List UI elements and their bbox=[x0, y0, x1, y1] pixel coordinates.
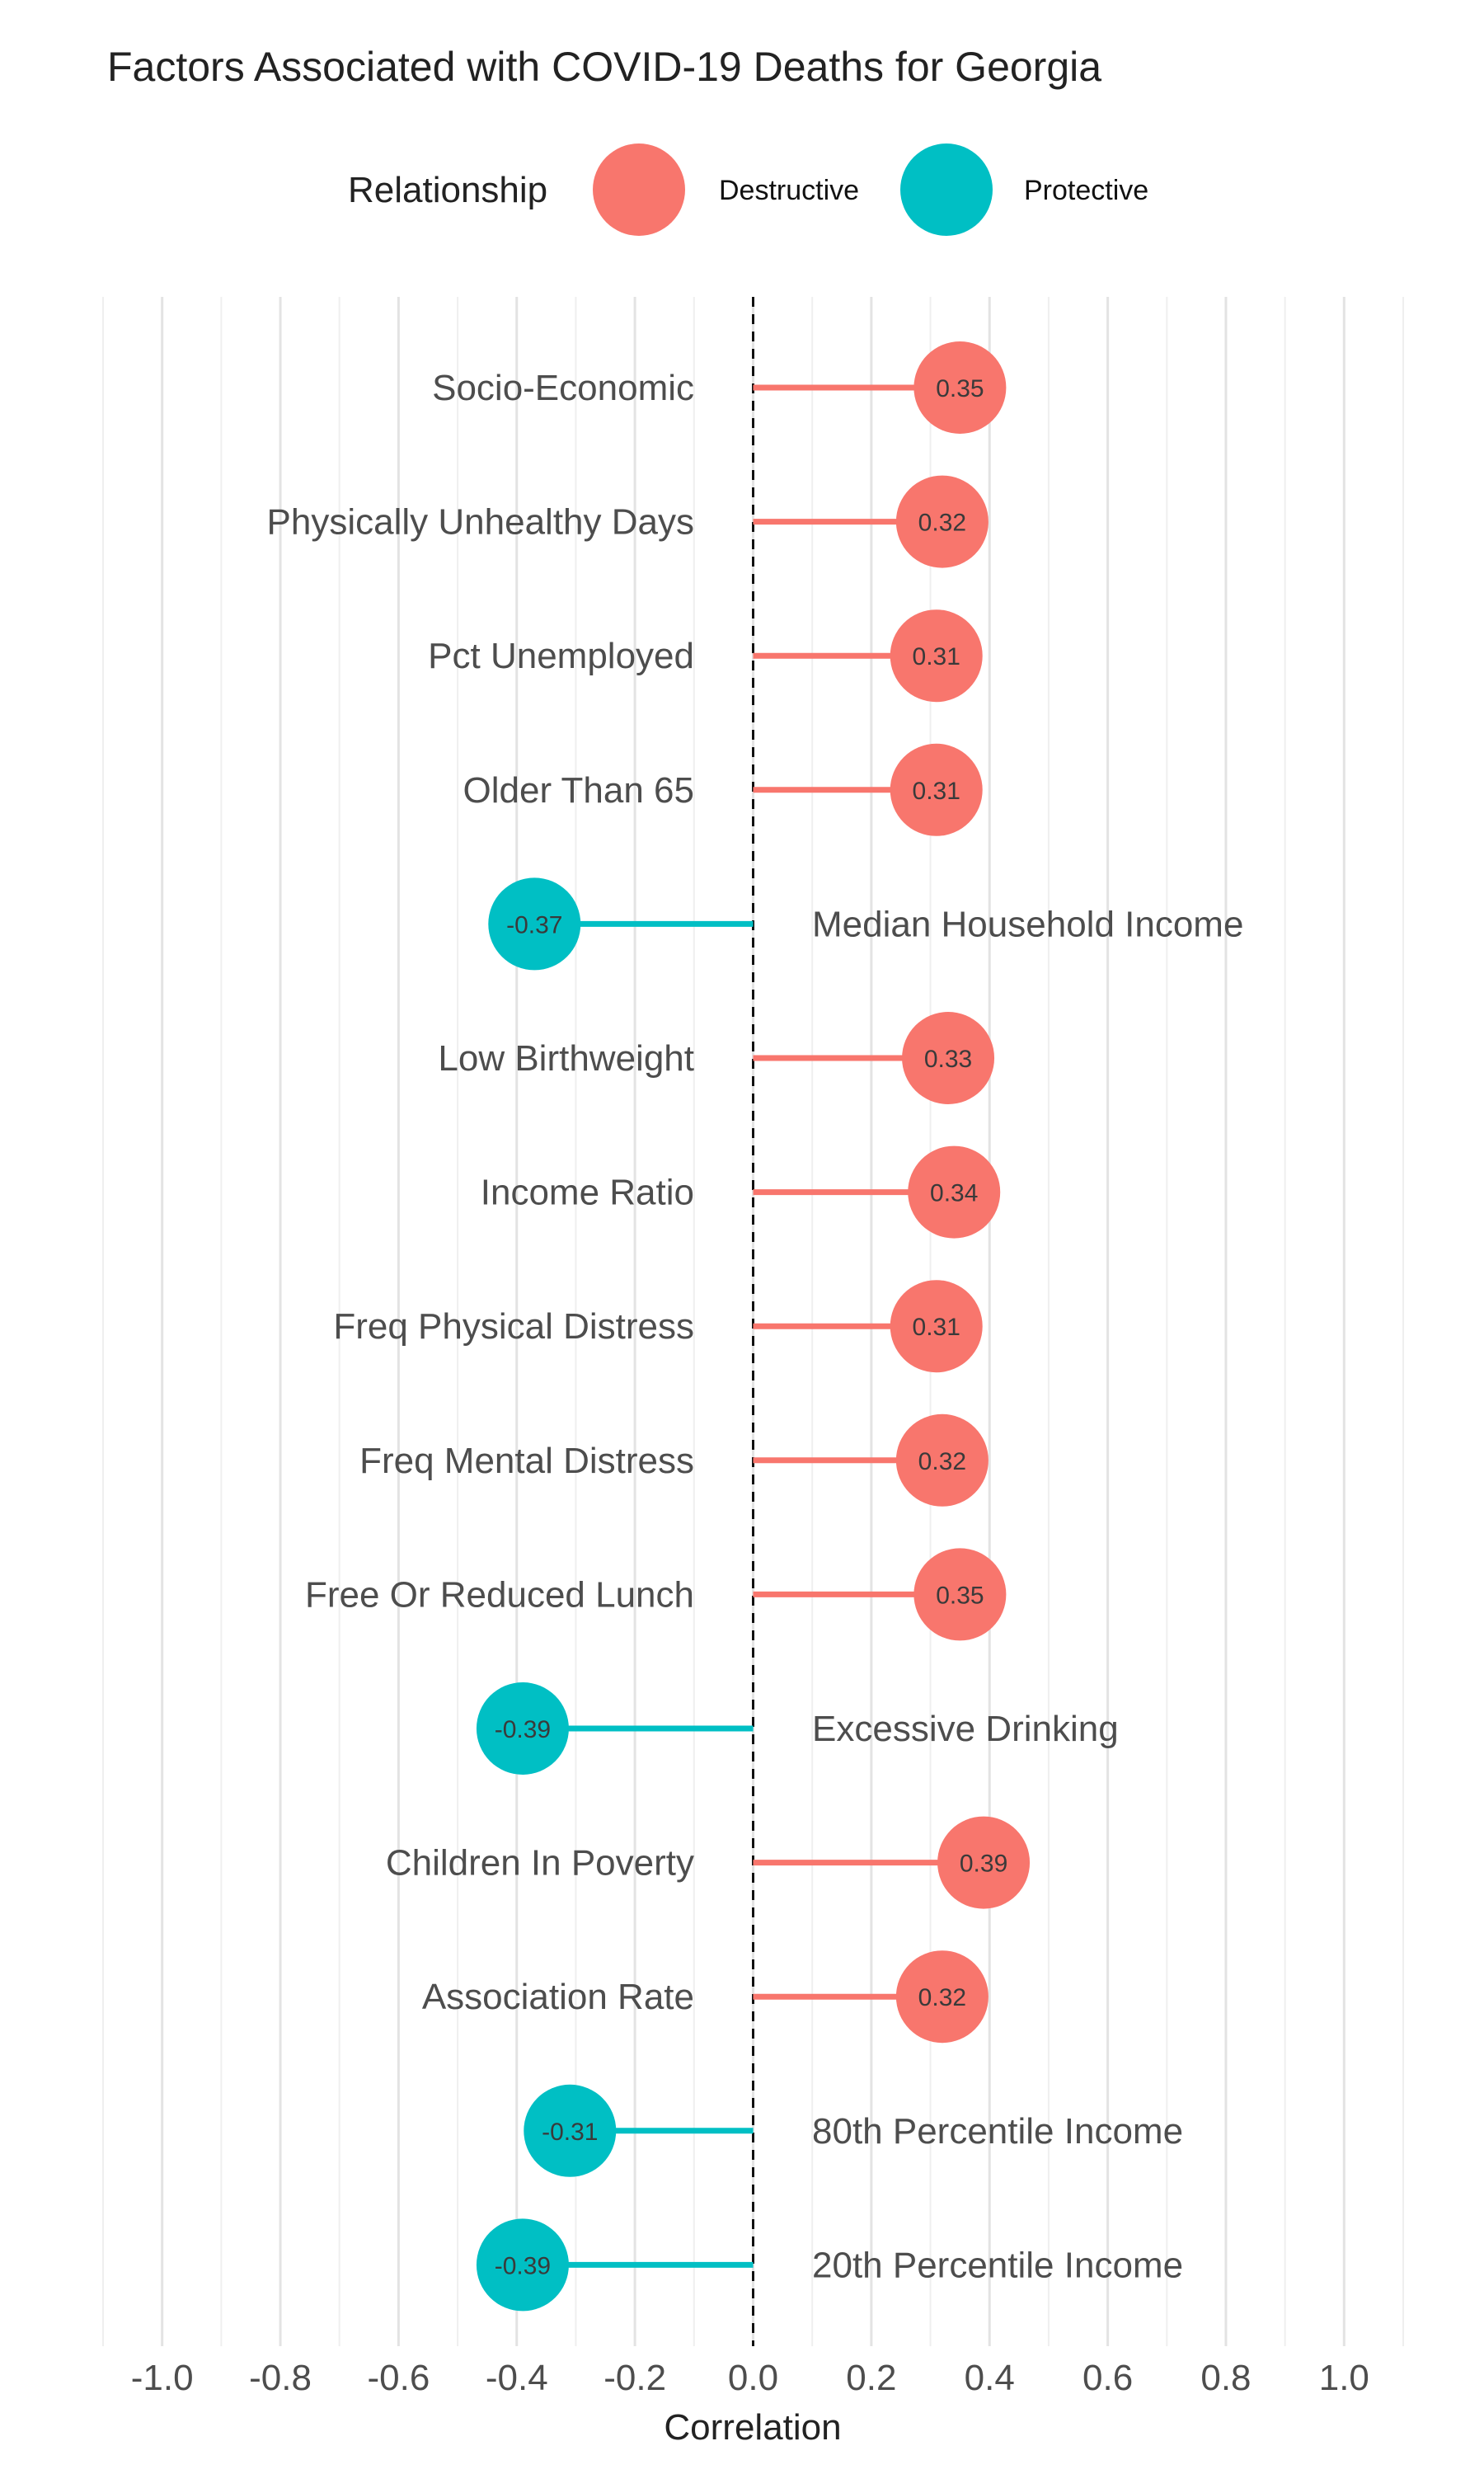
lollipop-marks: 0.35 0.32 0.31 0.31 -0.37 0.33 0.34 0.31 0.32 0.3… bbox=[476, 341, 1031, 2312]
point-80th-percentile-income bbox=[524, 2084, 617, 2177]
x-tick-label: 0.2 bbox=[846, 2358, 896, 2398]
category-labels: Socio-Economic Physically Unhealthy Days P… bbox=[267, 368, 1244, 2285]
x-tick-label: -1.0 bbox=[131, 2358, 194, 2398]
x-tick-label: 1.0 bbox=[1319, 2358, 1369, 2398]
x-tick-label: -0.6 bbox=[367, 2358, 430, 2398]
point-association-rate bbox=[895, 1950, 989, 2044]
legend-title: Relationship bbox=[348, 170, 547, 210]
category-label-children-in-poverty: Children In Poverty bbox=[386, 1843, 694, 1884]
x-tick-label: 0.0 bbox=[728, 2358, 778, 2398]
x-tick-label: -0.8 bbox=[249, 2358, 312, 2398]
category-label-20th-percentile-income: 20th Percentile Income bbox=[812, 2245, 1183, 2285]
value-label-socio-economic: 0.35 bbox=[936, 375, 984, 402]
legend-label-destructive: Destructive bbox=[719, 175, 859, 206]
x-tick-label: 0.4 bbox=[965, 2358, 1015, 2398]
x-tick-label: -0.2 bbox=[603, 2358, 666, 2398]
point-income-ratio bbox=[908, 1145, 1001, 1239]
legend-key-protective bbox=[900, 143, 993, 236]
value-label-income-ratio: 0.34 bbox=[930, 1180, 978, 1207]
point-low-birthweight bbox=[902, 1012, 995, 1104]
value-label-pct-unemployed: 0.31 bbox=[913, 643, 960, 670]
category-label-physically-unhealthy-days: Physically Unhealthy Days bbox=[267, 502, 694, 543]
value-label-excessive-drinking: -0.39 bbox=[495, 1716, 551, 1743]
value-label-physically-unhealthy-days: 0.32 bbox=[918, 510, 966, 537]
value-label-80th-percentile-income: -0.31 bbox=[542, 2119, 598, 2146]
category-label-median-household-income: Median Household Income bbox=[812, 904, 1243, 944]
value-label-older-than-65: 0.31 bbox=[913, 778, 960, 805]
point-excessive-drinking bbox=[476, 1682, 569, 1775]
chart-title: Factors Associated with COVID-19 Deaths … bbox=[107, 44, 1101, 90]
point-physically-unhealthy-days bbox=[895, 475, 989, 568]
point-freq-physical-distress bbox=[890, 1280, 983, 1373]
category-label-excessive-drinking: Excessive Drinking bbox=[812, 1709, 1119, 1749]
point-children-in-poverty bbox=[937, 1816, 1031, 1909]
point-20th-percentile-income bbox=[476, 2218, 569, 2312]
legend: Relationship Destructive Protective bbox=[348, 143, 1148, 236]
value-label-low-birthweight: 0.33 bbox=[924, 1046, 972, 1073]
point-median-household-income bbox=[488, 877, 581, 971]
x-axis-tick-labels: -1.0 -0.8 -0.6 -0.4 -0.2 0.0 0.2 0.4 0.6 0.8 1.0 bbox=[131, 2358, 1369, 2398]
x-tick-label: 0.6 bbox=[1082, 2358, 1133, 2398]
category-label-low-birthweight: Low Birthweight bbox=[438, 1038, 694, 1079]
value-label-median-household-income: -0.37 bbox=[506, 911, 562, 938]
value-label-freq-mental-distress: 0.32 bbox=[918, 1448, 966, 1475]
point-pct-unemployed bbox=[890, 609, 983, 703]
point-freq-mental-distress bbox=[895, 1413, 989, 1507]
x-tick-label: 0.8 bbox=[1200, 2358, 1251, 2398]
legend-item-destructive: Destructive bbox=[593, 143, 859, 236]
value-label-free-or-reduced-lunch: 0.35 bbox=[936, 1582, 984, 1609]
category-label-association-rate: Association Rate bbox=[422, 1977, 694, 2017]
legend-item-protective: Protective bbox=[900, 143, 1148, 236]
legend-label-protective: Protective bbox=[1024, 175, 1148, 206]
point-free-or-reduced-lunch bbox=[913, 1548, 1007, 1641]
category-label-freq-physical-distress: Freq Physical Distress bbox=[333, 1306, 694, 1347]
x-axis-title: Correlation bbox=[664, 2407, 841, 2448]
value-label-children-in-poverty: 0.39 bbox=[960, 1851, 1007, 1878]
category-label-socio-economic: Socio-Economic bbox=[432, 368, 694, 408]
category-label-80th-percentile-income: 80th Percentile Income bbox=[812, 2111, 1183, 2152]
value-label-freq-physical-distress: 0.31 bbox=[913, 1314, 960, 1341]
category-label-freq-mental-distress: Freq Mental Distress bbox=[359, 1441, 694, 1481]
category-label-pct-unemployed: Pct Unemployed bbox=[428, 636, 694, 676]
point-socio-economic bbox=[913, 341, 1007, 434]
value-label-20th-percentile-income: -0.39 bbox=[495, 2252, 551, 2279]
category-label-free-or-reduced-lunch: Free Or Reduced Lunch bbox=[305, 1574, 694, 1615]
point-older-than-65 bbox=[890, 743, 983, 836]
category-label-income-ratio: Income Ratio bbox=[481, 1173, 694, 1213]
category-label-older-than-65: Older Than 65 bbox=[463, 770, 694, 811]
value-label-association-rate: 0.32 bbox=[918, 1984, 966, 2011]
x-tick-label: -0.4 bbox=[486, 2358, 548, 2398]
legend-key-destructive bbox=[593, 143, 685, 236]
